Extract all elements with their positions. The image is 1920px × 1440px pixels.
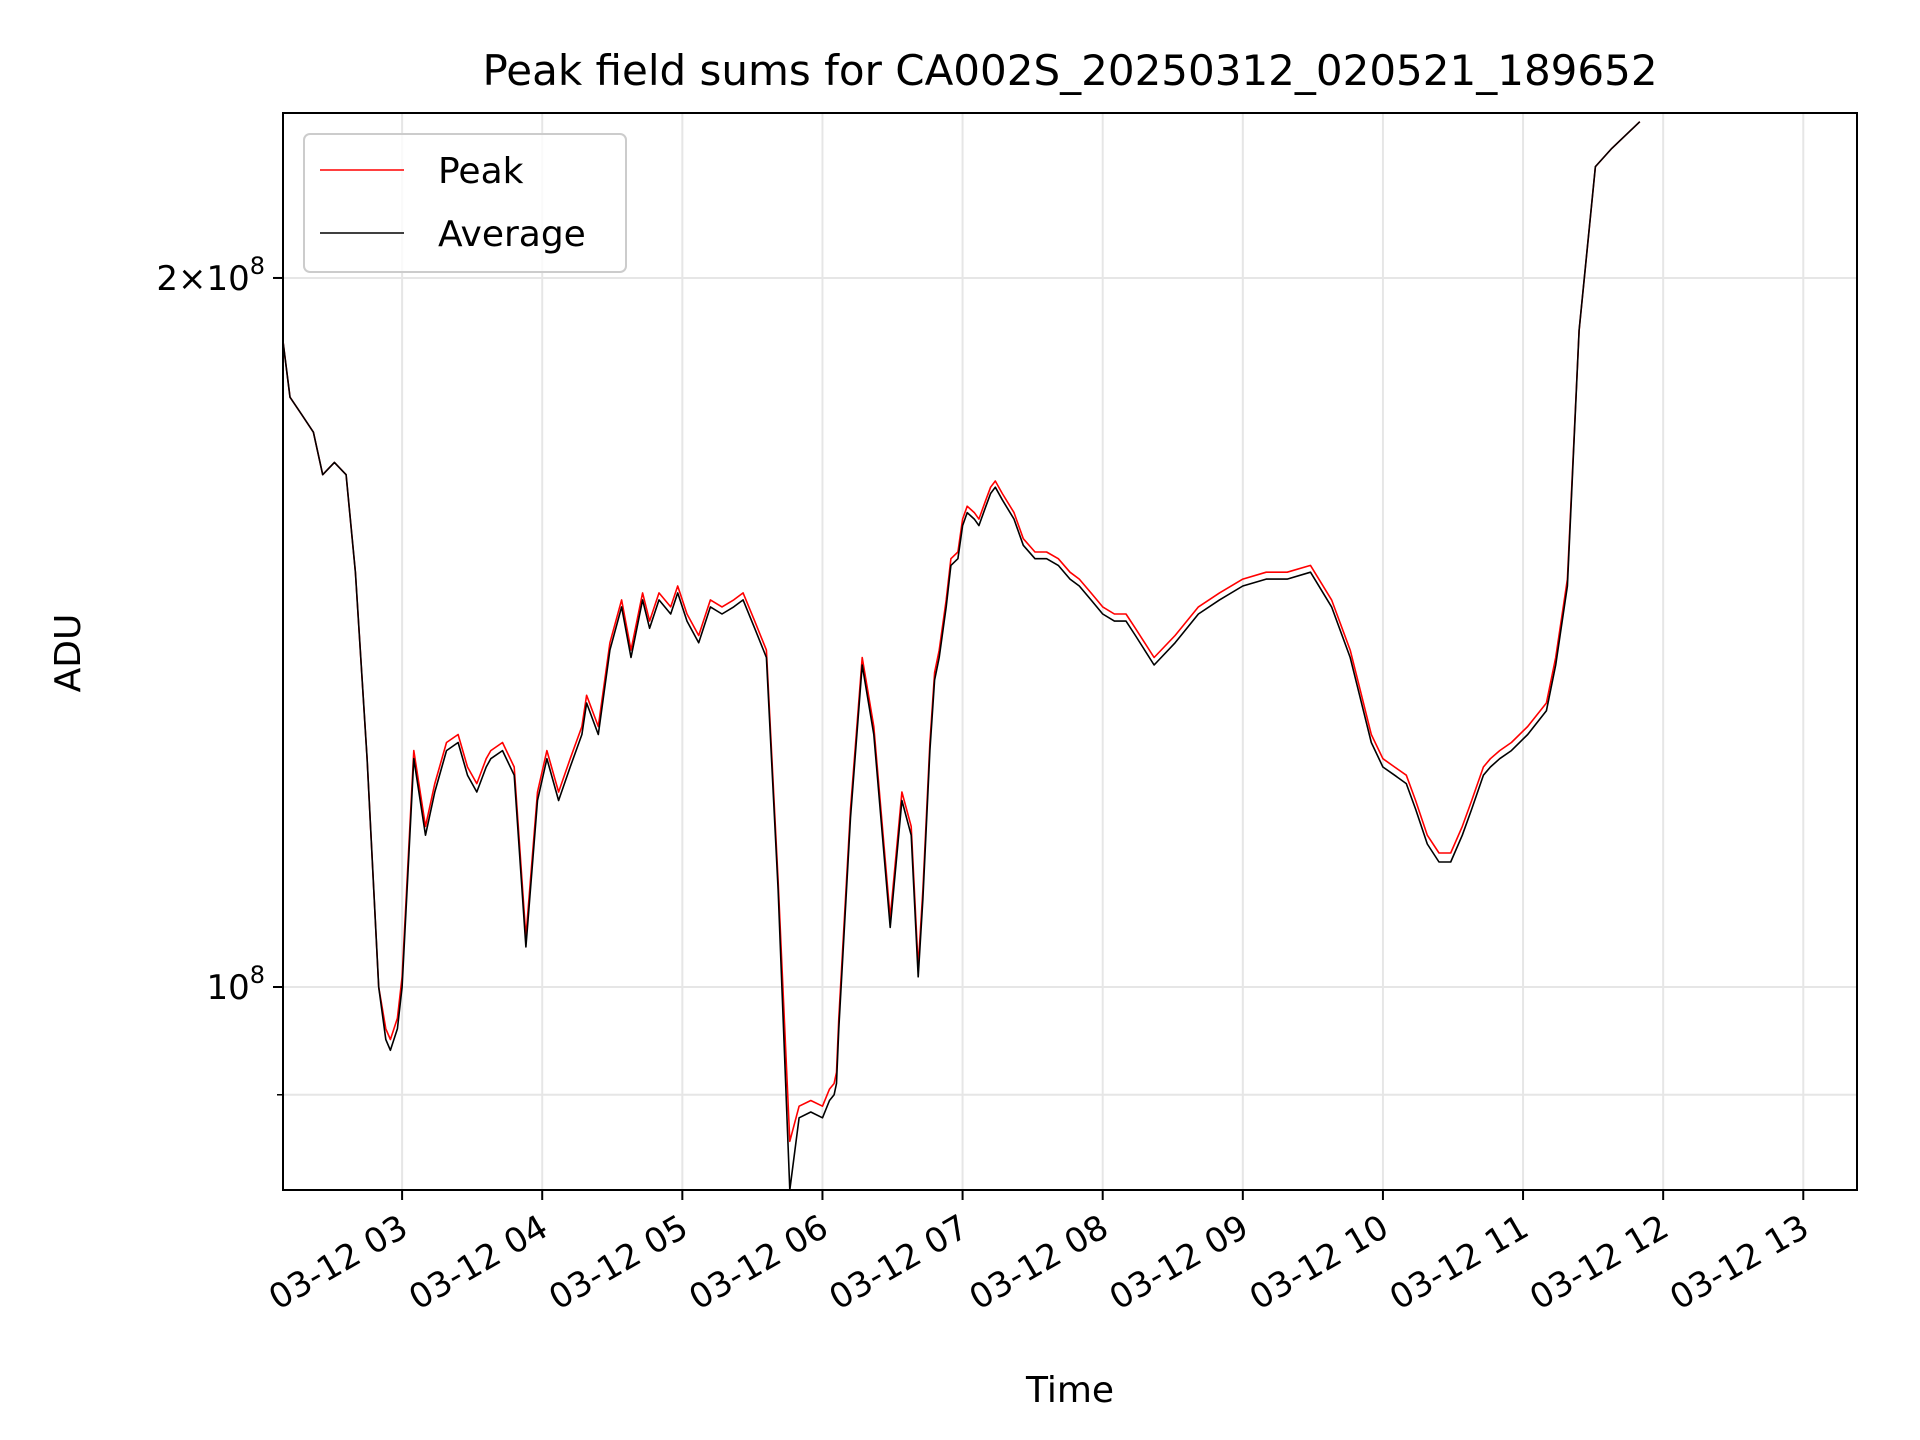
y-tick-label: 108 <box>206 961 265 1008</box>
axes-frame <box>282 112 1858 1191</box>
series-layer <box>282 121 1641 1191</box>
y-tick-exponent: 8 <box>250 961 265 989</box>
y-tick-base: 10 <box>206 968 249 1008</box>
y-tick-exponent: 8 <box>250 252 265 280</box>
legend-box <box>303 133 627 273</box>
legend-label-peak: Peak <box>438 151 524 192</box>
x-tick-label: 03-12 09 <box>1103 1207 1255 1318</box>
x-tick-label: 03-12 11 <box>1383 1207 1535 1318</box>
y-tick-base: 10 <box>206 259 249 299</box>
legend: Peak Average <box>303 133 627 273</box>
x-tick-label: 03-12 10 <box>1243 1207 1395 1318</box>
x-axis-label: Time <box>1025 1370 1114 1411</box>
legend-label-average: Average <box>438 214 586 255</box>
x-tick-label: 03-12 04 <box>402 1207 554 1318</box>
x-tick-label: 03-12 05 <box>542 1207 694 1318</box>
x-tick-label: 03-12 06 <box>683 1207 835 1318</box>
x-tick-label: 03-12 12 <box>1523 1207 1675 1318</box>
series-line-peak <box>282 121 1641 1143</box>
grid-layer <box>283 113 1857 1190</box>
x-tick-label: 03-12 08 <box>963 1207 1115 1318</box>
x-tick-label: 03-12 13 <box>1663 1207 1815 1318</box>
y-tick-label: 2×108 <box>156 252 265 299</box>
x-tick-label: 03-12 07 <box>823 1207 975 1318</box>
y-tick-coefficient: 2 <box>156 259 178 299</box>
x-tick-label: 03-12 03 <box>262 1207 414 1318</box>
y-axis-label: ADU <box>48 614 89 693</box>
series-line-average <box>282 121 1641 1191</box>
chart-title: Peak field sums for CA002S_20250312_0205… <box>482 46 1657 95</box>
